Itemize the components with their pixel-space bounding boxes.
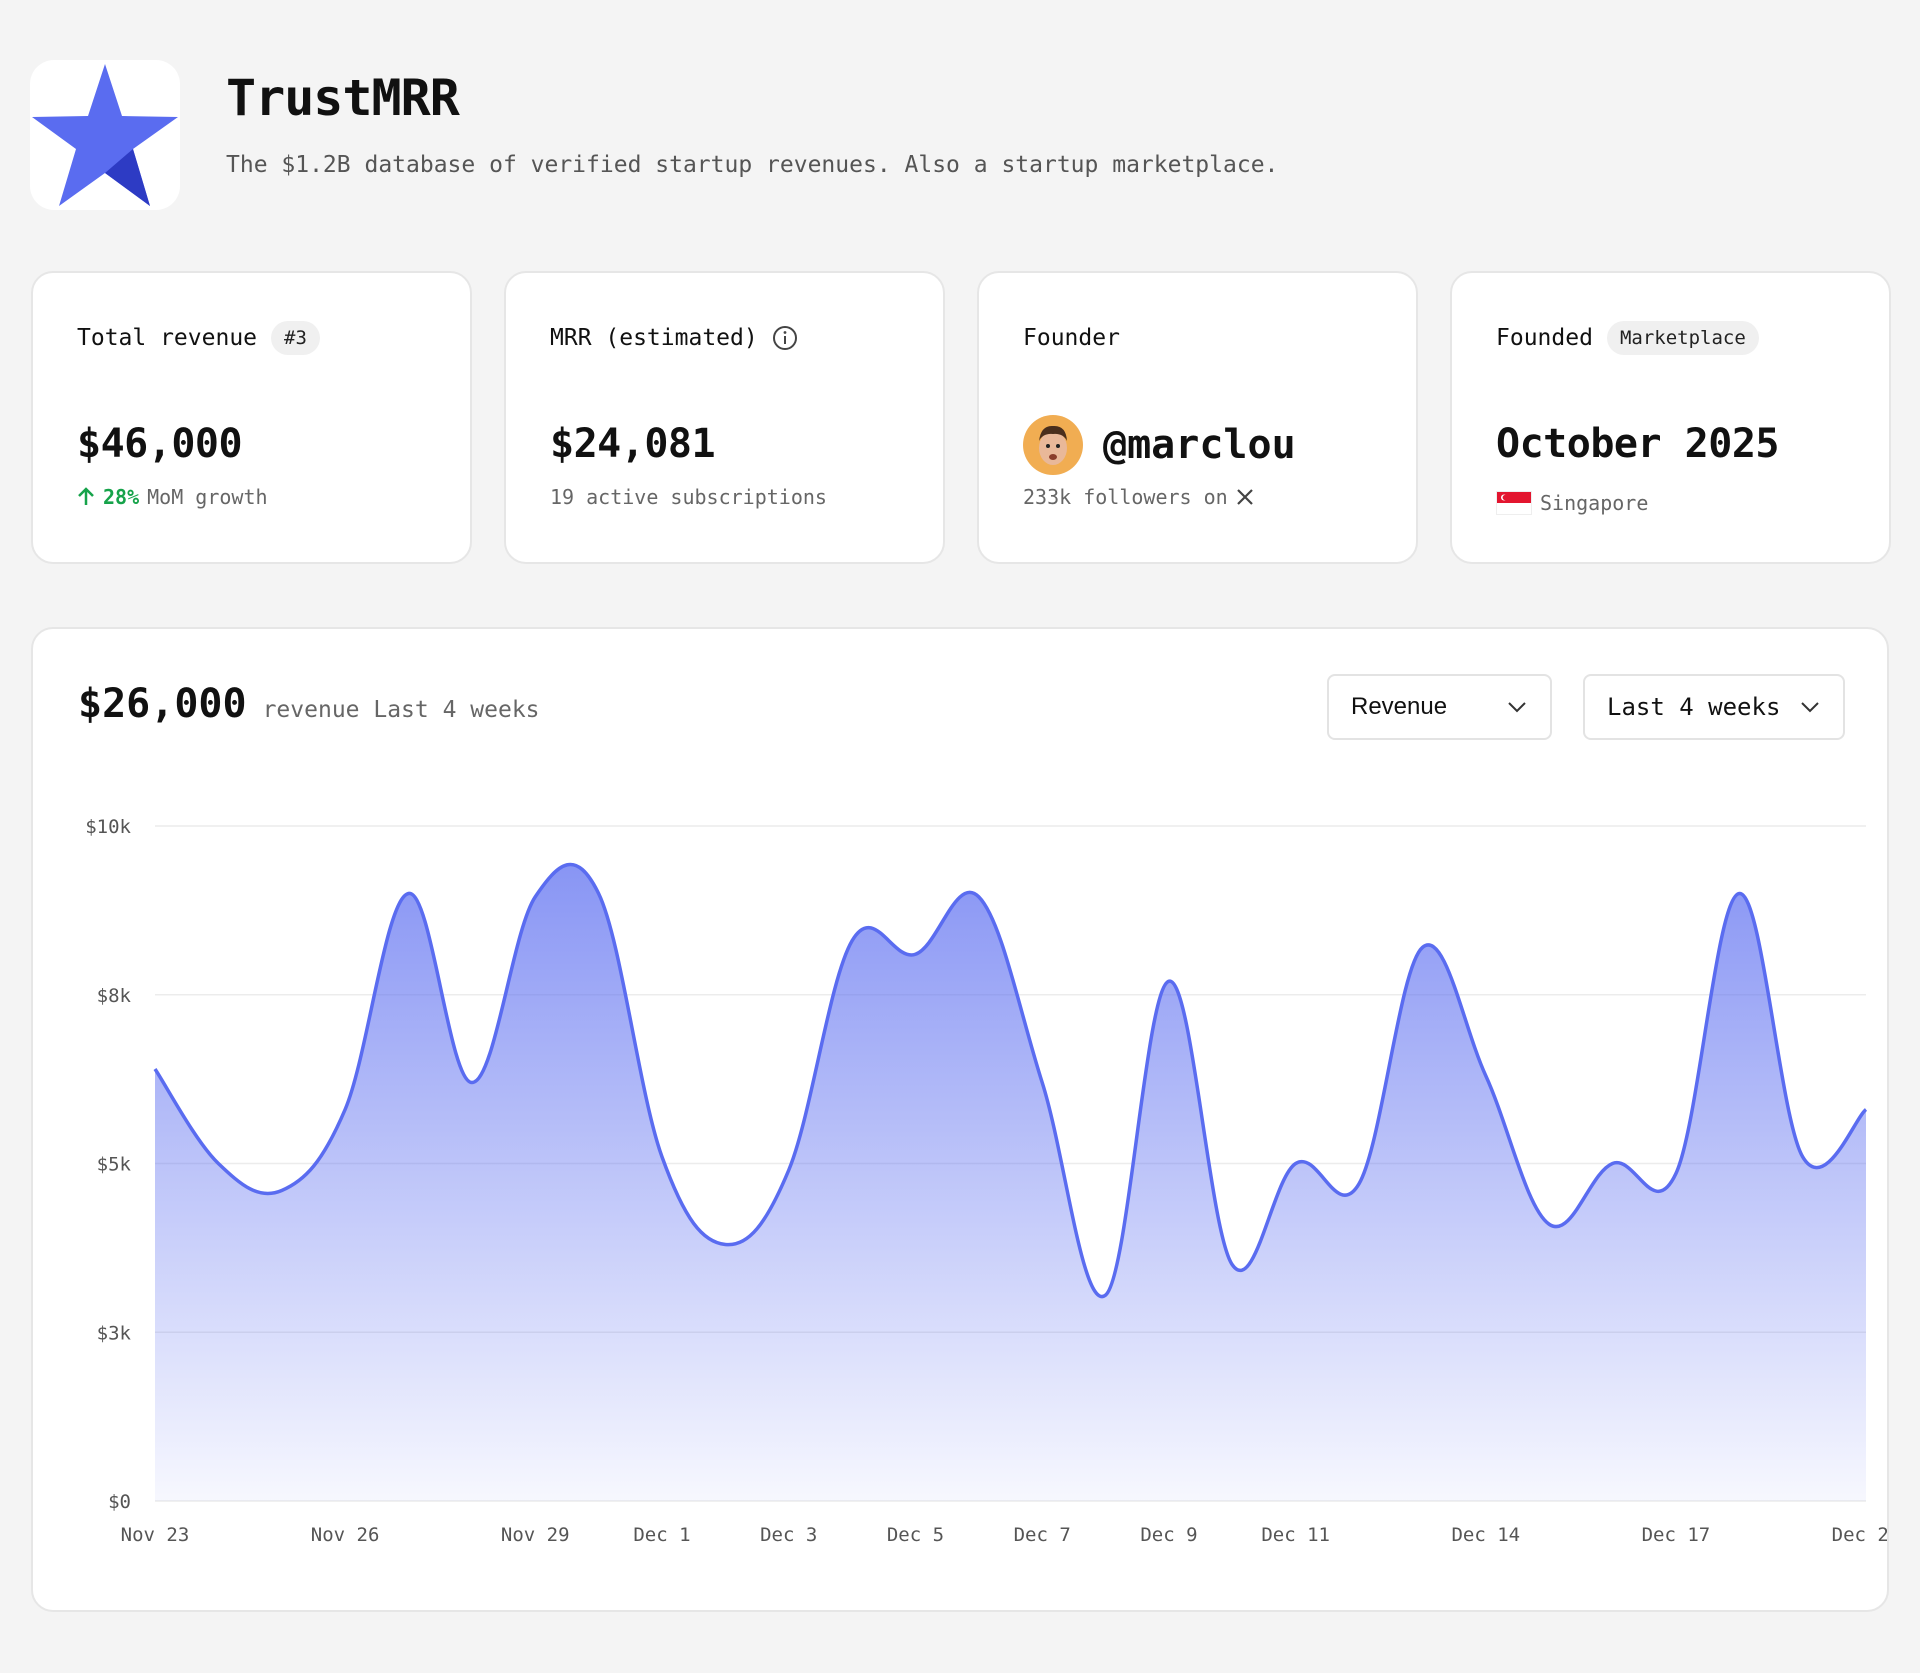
data-point[interactable] [212,1158,224,1170]
data-point[interactable] [339,1104,351,1116]
founded-date: October 2025 [1496,421,1779,467]
data-point[interactable] [1480,1070,1492,1082]
founder-card: Founder @marclou 233k followers on [977,271,1418,564]
data-point[interactable] [783,1164,795,1176]
total-revenue-card: Total revenue #3 $46,000 28% MoM growth [31,271,472,564]
founder-avatar-image [1039,425,1067,465]
data-point[interactable] [1797,1151,1809,1163]
x-tick-label: Dec 9 [1140,1524,1197,1546]
card-label: MRR (estimated) [550,325,758,351]
x-tick-label: Dec 7 [1014,1524,1071,1546]
card-label: Founder [1023,325,1120,351]
metric-select-value: Revenue [1351,693,1448,720]
chevron-down-icon [1508,702,1526,713]
x-tick-label: Nov 26 [311,1524,380,1546]
growth-percent: 28% [103,485,140,509]
x-tick-label: Dec 17 [1642,1524,1711,1546]
arrow-up-icon [78,487,94,505]
data-point[interactable] [1290,1158,1302,1170]
mrr-card: MRR (estimated) $24,081 19 active subscr… [504,271,945,564]
subscriptions-count: 19 active subscriptions [550,485,827,509]
data-point[interactable] [1860,1104,1872,1116]
x-tick-label: Dec 1 [633,1524,690,1546]
data-point[interactable] [593,888,605,900]
chart-total: $26,000 [78,681,247,727]
chevron-down-icon [1801,702,1819,713]
avatar[interactable] [1023,415,1083,475]
y-tick-label: $5k [97,1154,132,1176]
info-icon[interactable] [772,325,798,351]
followers-count: 233k followers on [1023,485,1228,509]
revenue-chart-card: $26,000 revenue Last 4 weeks Revenue Las… [31,627,1889,1612]
y-tick-label: $8k [97,985,132,1007]
data-point[interactable] [719,1239,731,1251]
data-point[interactable] [466,1077,478,1089]
data-point[interactable] [1733,888,1745,900]
data-point[interactable] [149,1063,161,1075]
x-tick-label: Dec 11 [1261,1524,1330,1546]
data-point[interactable] [1607,1158,1619,1170]
mrr-value: $24,081 [550,421,716,467]
x-logo-icon[interactable] [1236,488,1254,506]
app-logo [30,60,180,210]
revenue-area-chart[interactable]: $0 $3k $5k $8k $10k Nov 23 Nov 26 Nov 29 Dec 1 De… [33,629,1887,1610]
data-point[interactable] [1226,1259,1238,1271]
data-point[interactable] [1353,1178,1365,1190]
x-tick-label: Dec 20 [1832,1524,1887,1546]
data-point[interactable] [1163,975,1175,987]
data-point[interactable] [276,1185,288,1197]
revenue-series-line [153,862,1868,1299]
total-revenue-value: $46,000 [77,421,243,467]
x-tick-label: Dec 3 [760,1524,817,1546]
y-tick-label: $3k [97,1322,132,1344]
app-header: TrustMRR The $1.2B database of verified … [30,60,1278,210]
app-title: TrustMRR [226,69,460,127]
data-point[interactable] [909,948,921,960]
data-point[interactable] [1100,1289,1112,1301]
stats-cards: Total revenue #3 $46,000 28% MoM growth … [31,271,1891,564]
y-tick-label: $0 [108,1491,131,1513]
revenue-area-fill [155,864,1866,1501]
app-subtitle: The $1.2B database of verified startup r… [226,152,1279,178]
range-select[interactable]: Last 4 weeks [1583,674,1845,740]
data-point[interactable] [1543,1218,1555,1230]
data-point[interactable] [1416,942,1428,954]
data-point[interactable] [402,888,414,900]
rank-badge[interactable]: #3 [271,321,320,355]
data-point[interactable] [529,891,541,903]
x-tick-label: Dec 5 [887,1524,944,1546]
range-select-value: Last 4 weeks [1607,693,1781,721]
x-tick-label: Nov 23 [121,1524,190,1546]
metric-select[interactable]: Revenue [1327,674,1552,740]
data-point[interactable] [973,891,985,903]
x-tick-label: Dec 14 [1451,1524,1520,1546]
x-tick-label: Nov 29 [501,1524,570,1546]
singapore-flag-icon [1496,491,1532,515]
data-point[interactable] [1670,1168,1682,1180]
country-name: Singapore [1540,491,1649,515]
y-tick-label: $10k [85,816,131,838]
chart-caption: revenue Last 4 weeks [262,697,540,723]
data-point[interactable] [1036,1077,1048,1089]
growth-label: MoM growth [147,485,268,509]
data-point[interactable] [656,1151,668,1163]
founder-handle[interactable]: @marclou [1103,422,1296,468]
card-label: Total revenue [77,325,258,351]
star-icon [32,64,178,206]
founded-card: Founded Marketplace October 2025 Singapo… [1450,271,1891,564]
data-point[interactable] [846,935,858,947]
category-badge[interactable]: Marketplace [1606,321,1759,355]
card-label: Founded [1496,325,1593,351]
